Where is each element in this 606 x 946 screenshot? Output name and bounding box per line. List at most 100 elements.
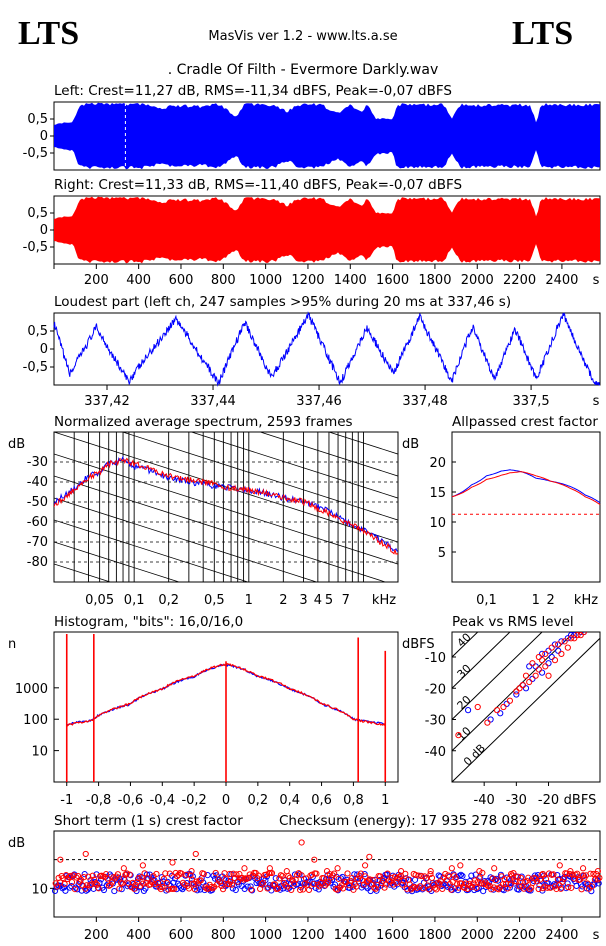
peak-rms-point (535, 653, 542, 661)
slope-line (54, 541, 181, 582)
crest-point (138, 874, 145, 881)
crest-point (531, 874, 538, 881)
crest-outlier (334, 865, 341, 872)
crest-point (187, 872, 194, 879)
peak-rms-point (529, 660, 536, 667)
spectrum-series (54, 457, 398, 555)
loudest-part-plot: 0,5 0 -0,5 337,42 337,44 337,46 337,48 337,5 s (23, 311, 601, 409)
x-tick-label: 2400 (545, 273, 578, 288)
x-tick-label: 2 (279, 593, 287, 608)
peak-rms-point (513, 691, 520, 698)
y-tick-label: -10 (425, 651, 446, 666)
crest-point (255, 872, 262, 879)
x-tick-label: 1 (532, 593, 540, 608)
crest-point (414, 884, 421, 891)
peak-rms-point (542, 663, 549, 670)
crest-point (122, 871, 129, 878)
x-tick-label: 4 (314, 593, 322, 608)
crest-point (95, 885, 102, 892)
slope-line (54, 453, 398, 565)
crest-point (473, 884, 480, 891)
crest-point (233, 871, 240, 878)
crest-outlier (594, 868, 601, 875)
x-tick-label: 1 (245, 593, 253, 608)
crest-point (468, 883, 476, 890)
x-tick-label: 400 (126, 273, 151, 288)
peak-rms-point (522, 672, 530, 679)
y-tick-label: 10 (429, 516, 446, 531)
crest-point (163, 880, 170, 887)
peak-rms-point (577, 632, 584, 636)
crest-point (110, 874, 117, 881)
peak-rms-point (526, 678, 533, 686)
short-term-crest-plot: dB 10 200 400 600 800 1000 1200 1400 1600 1800 2000… (8, 830, 603, 943)
peak-rms-point (558, 638, 565, 645)
crest-point (60, 884, 68, 891)
peak-rms-point (474, 703, 481, 711)
crest-outlier (410, 870, 417, 878)
y-axis-label: dBFS (402, 637, 435, 652)
crest-point (459, 872, 466, 880)
crest-point (299, 886, 307, 893)
crest-point (377, 873, 384, 880)
crest-point (123, 870, 130, 877)
peak-rms-point (532, 672, 539, 679)
left-waveform-plot: 0,5 0 -0,5 (23, 101, 601, 171)
crest-point (445, 872, 452, 879)
crest-point (331, 881, 339, 888)
checksum-text: Checksum (energy): 17 935 278 082 921 63… (279, 813, 587, 829)
crest-outlier (311, 856, 318, 863)
crest-point (559, 878, 566, 886)
crest-point (474, 885, 481, 893)
x-tick-label: 1600 (376, 928, 409, 943)
crest-point (177, 884, 185, 891)
crest-point (594, 876, 601, 883)
crest-point (427, 870, 434, 878)
peak-rms-point (526, 663, 533, 670)
crest-point (367, 887, 374, 895)
y-tick-label: 100 (23, 713, 48, 728)
crest-point (545, 870, 553, 877)
x-tick-label: -30 (506, 793, 527, 808)
x-tick-label: 1600 (376, 273, 409, 288)
x-tick-label: 2400 (545, 928, 578, 943)
diagonal-label: 0 dB (461, 742, 488, 769)
x-tick-label: 2000 (461, 273, 494, 288)
crest-point (590, 870, 597, 878)
x-tick-label: 1000 (249, 928, 282, 943)
crest-point (578, 886, 585, 893)
crest-point (144, 875, 151, 882)
crest-outlier (82, 850, 89, 858)
crest-point (504, 885, 511, 892)
crest-outlier (241, 865, 248, 872)
crest-point (134, 879, 141, 886)
crest-point (232, 886, 239, 894)
crest-point (403, 885, 410, 892)
peak-rms-point (545, 660, 552, 667)
x-tick-label: 1400 (334, 273, 367, 288)
y-tick-label: -50 (27, 495, 48, 510)
y-tick-label: -40 (425, 745, 446, 760)
slope-line (258, 432, 398, 477)
crest-point (283, 883, 290, 890)
crest-point (362, 873, 369, 880)
crest-point (507, 881, 514, 888)
slope-line (54, 519, 250, 582)
y-tick-label: -70 (27, 535, 48, 550)
crest-point (411, 883, 418, 891)
y-tick-label: 5 (438, 546, 446, 561)
crest-point (162, 870, 169, 877)
crest-outlier (579, 865, 587, 872)
crest-outlier (57, 856, 64, 863)
x-tick-label: 2200 (503, 928, 536, 943)
crest-point (369, 876, 376, 884)
y-tick-label: -20 (425, 682, 446, 697)
crest-point (209, 885, 216, 892)
x-tick-label: 2200 (503, 273, 536, 288)
crest-point (542, 875, 550, 883)
crest-point (68, 879, 76, 886)
slope-line (54, 475, 387, 582)
spectrum-title: Normalized average spectrum, 2593 frames (54, 414, 353, 430)
crest-point (151, 880, 159, 888)
crest-series (451, 471, 601, 506)
